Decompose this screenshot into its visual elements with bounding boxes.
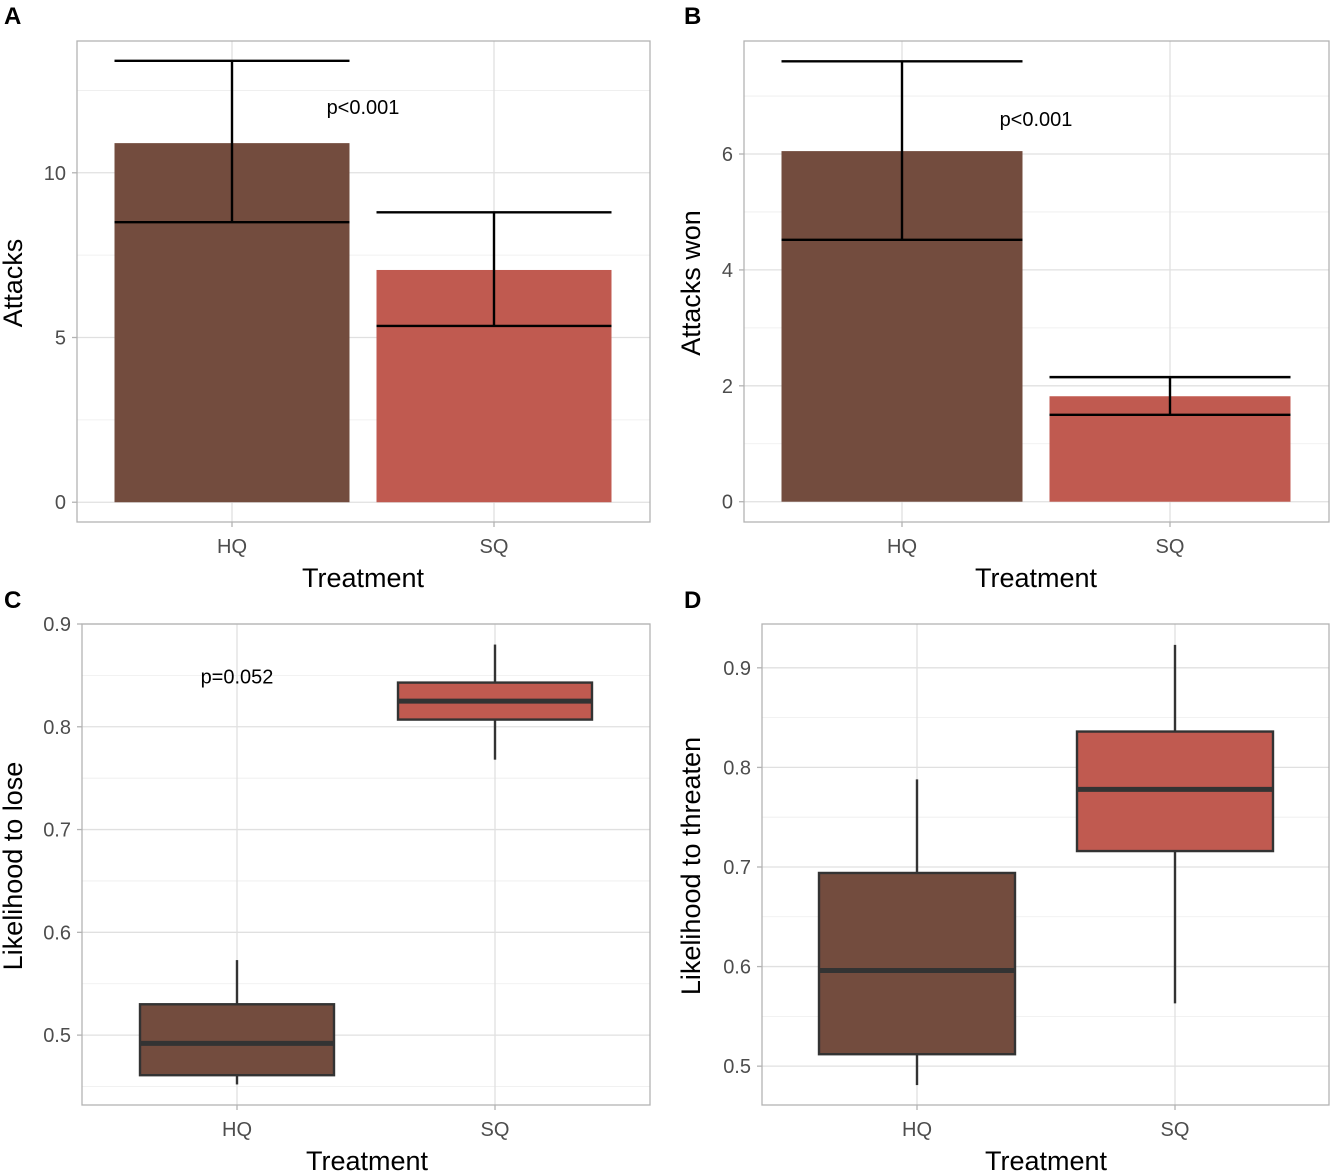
panel-d-y-tick-label: 0.6: [723, 957, 751, 979]
panel-a-x-axis-title: Treatment: [302, 563, 425, 593]
panel-c-y-tick-label: 0.8: [43, 717, 71, 739]
panel-c-y-axis-title: Likelihood to lose: [0, 762, 28, 971]
panel-b-y-axis-title: Attacks won: [676, 210, 706, 356]
panel-d-y-axis-title: Likelihood to threaten: [676, 737, 706, 995]
panel-d-y-tick-label: 0.5: [723, 1056, 751, 1078]
panel-b-x-tick-label: SQ: [1156, 536, 1185, 558]
panel-a: A 0 5 10 HQ SQ p<0.001 Treatment Attacks: [0, 3, 651, 593]
panel-c: C 0.5 0.6 0.7 0.8 0.9 HQ SQ p=0.052 Treatment Like…: [0, 587, 651, 1172]
panel-c-y-tick-label: 0.7: [43, 820, 71, 842]
panel-b-x-tick-label: HQ: [887, 536, 917, 558]
panel-c-y-tick-label: 0.5: [43, 1025, 71, 1047]
panel-c-y-tick-label: 0.9: [43, 614, 71, 636]
panel-a-letter: A: [4, 3, 21, 30]
panel-d-y-tick-label: 0.9: [723, 658, 751, 680]
panel-d-x-tick-label: HQ: [902, 1119, 932, 1141]
panel-b-p-value-annotation: p<0.001: [1000, 109, 1073, 131]
panel-b-x-axis-title: Treatment: [975, 563, 1098, 593]
panel-d: D 0.5 0.6 0.7 0.8 0.9 HQ SQ Treatment Likelihood …: [676, 587, 1330, 1172]
panel-c-x-tick-label: HQ: [222, 1119, 252, 1141]
panel-d-y-tick-label: 0.7: [723, 857, 751, 879]
panel-d-letter: D: [684, 587, 701, 614]
panel-b-panel-border: [743, 40, 1330, 523]
panel-a-y-tick-label: 10: [44, 163, 66, 185]
panel-c-box-hq: [138, 1003, 336, 1077]
panel-c-p-value-annotation: p=0.052: [201, 666, 274, 688]
panel-b-y-tick-label: 4: [722, 260, 733, 282]
panel-a-x-tick-label: HQ: [217, 536, 247, 558]
panel-a-y-axis-title: Attacks: [0, 239, 28, 328]
panel-c-x-axis-title: Treatment: [306, 1146, 429, 1172]
panel-c-panel-border: [81, 623, 651, 1106]
panel-d-y-tick-label: 0.8: [723, 757, 751, 779]
panel-b: B 0 2 4 6 HQ SQ p<0.001 Treatment Attacks won: [676, 3, 1330, 593]
panel-d-box-hq: [817, 871, 1017, 1056]
panel-b-y-tick-label: 2: [722, 376, 733, 398]
panel-d-x-tick-label: SQ: [1161, 1119, 1190, 1141]
panel-a-panel-border: [76, 40, 651, 523]
panel-b-y-tick-label: 6: [722, 144, 733, 166]
panel-a-y-tick-label: 5: [55, 328, 66, 350]
panel-c-y-tick-label: 0.6: [43, 922, 71, 944]
panel-c-x-tick-label: SQ: [481, 1119, 510, 1141]
panel-a-x-tick-label: SQ: [480, 536, 509, 558]
panel-c-letter: C: [4, 587, 21, 614]
panel-a-p-value-annotation: p<0.001: [327, 97, 400, 119]
panel-b-letter: B: [684, 3, 701, 30]
panel-d-panel-border: [761, 623, 1330, 1106]
panel-a-y-tick-label: 0: [55, 492, 66, 514]
panel-b-y-tick-label: 0: [722, 492, 733, 514]
panel-d-x-axis-title: Treatment: [985, 1146, 1108, 1172]
